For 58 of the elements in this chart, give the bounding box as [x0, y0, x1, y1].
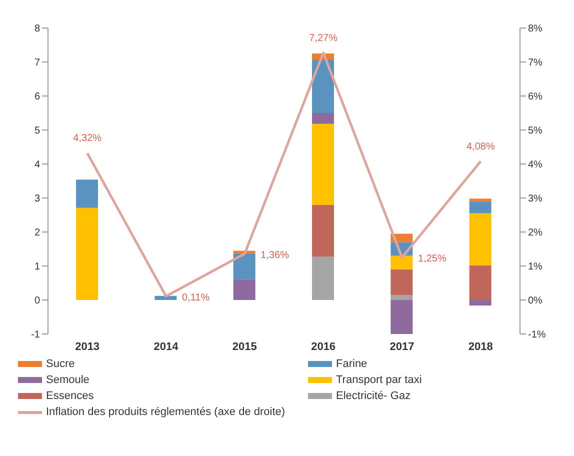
y2-tick-label: 3%	[528, 194, 543, 205]
bar	[233, 253, 256, 280]
x-tick-label: 2016	[311, 340, 336, 353]
y-tick-label: 7	[34, 58, 40, 69]
legend-label: Inflation des produits réglementés (axe de droite)	[46, 406, 286, 418]
legend-label: Sucre	[46, 358, 75, 370]
x-tick-label: 2014	[154, 340, 180, 353]
y-tick-label: -1	[31, 330, 40, 341]
bar	[76, 180, 98, 208]
y-tick-label: 6	[34, 92, 40, 103]
bar	[469, 265, 492, 300]
y2-tick-label: 1%	[528, 262, 543, 273]
y-tick-label: 1	[34, 262, 40, 273]
bar	[390, 295, 413, 300]
data-label: 4,08%	[466, 141, 495, 152]
bar	[469, 213, 492, 266]
y-tick-label: 0	[34, 296, 40, 307]
data-label: 0,11%	[182, 292, 210, 304]
bar	[390, 300, 413, 334]
y2-tick-label: 2%	[528, 228, 543, 239]
legend-label: Essences	[46, 390, 94, 402]
y2-tick-label: 0%	[528, 296, 543, 307]
x-tick-label: 2013	[75, 340, 100, 353]
bar	[312, 204, 334, 256]
legend-label: Semoule	[46, 374, 90, 386]
bar	[312, 256, 334, 300]
y2-tick-label: 8%	[528, 24, 543, 35]
y-tick-label: 3	[34, 194, 40, 205]
y2-tick-label: 6%	[528, 92, 543, 103]
x-tick-label: 2017	[390, 340, 414, 353]
y-tick-label: 2	[34, 228, 40, 239]
y2-tick-label: -1%	[528, 330, 546, 341]
x-tick-label: 2015	[232, 340, 257, 353]
bar	[312, 113, 334, 124]
data-label: 1,36%	[260, 250, 290, 261]
y2-tick-label: 7%	[528, 58, 543, 69]
x-tick-label: 2018	[468, 340, 493, 353]
bar	[469, 198, 492, 202]
bar	[390, 269, 413, 296]
legend-label: Electricité- Gaz	[336, 390, 411, 402]
data-label: 7,27%	[309, 32, 338, 44]
legend-label: Transport par taxi	[336, 374, 422, 386]
bar	[469, 201, 492, 214]
y2-tick-label: 4%	[528, 160, 543, 171]
bar	[312, 124, 334, 205]
y2-tick-label: 5%	[528, 126, 543, 137]
bar	[76, 208, 98, 300]
bar	[154, 296, 177, 300]
legend-label: Farine	[336, 358, 368, 370]
y-tick-label: 4	[34, 160, 40, 171]
y-tick-label: 8	[34, 24, 40, 35]
bar	[390, 256, 413, 270]
bar	[312, 60, 334, 113]
data-label: 4,32%	[73, 133, 102, 144]
bar	[233, 280, 256, 300]
y-tick-label: 5	[34, 126, 40, 137]
bar	[469, 300, 492, 306]
data-label: 1,25%	[418, 254, 446, 264]
